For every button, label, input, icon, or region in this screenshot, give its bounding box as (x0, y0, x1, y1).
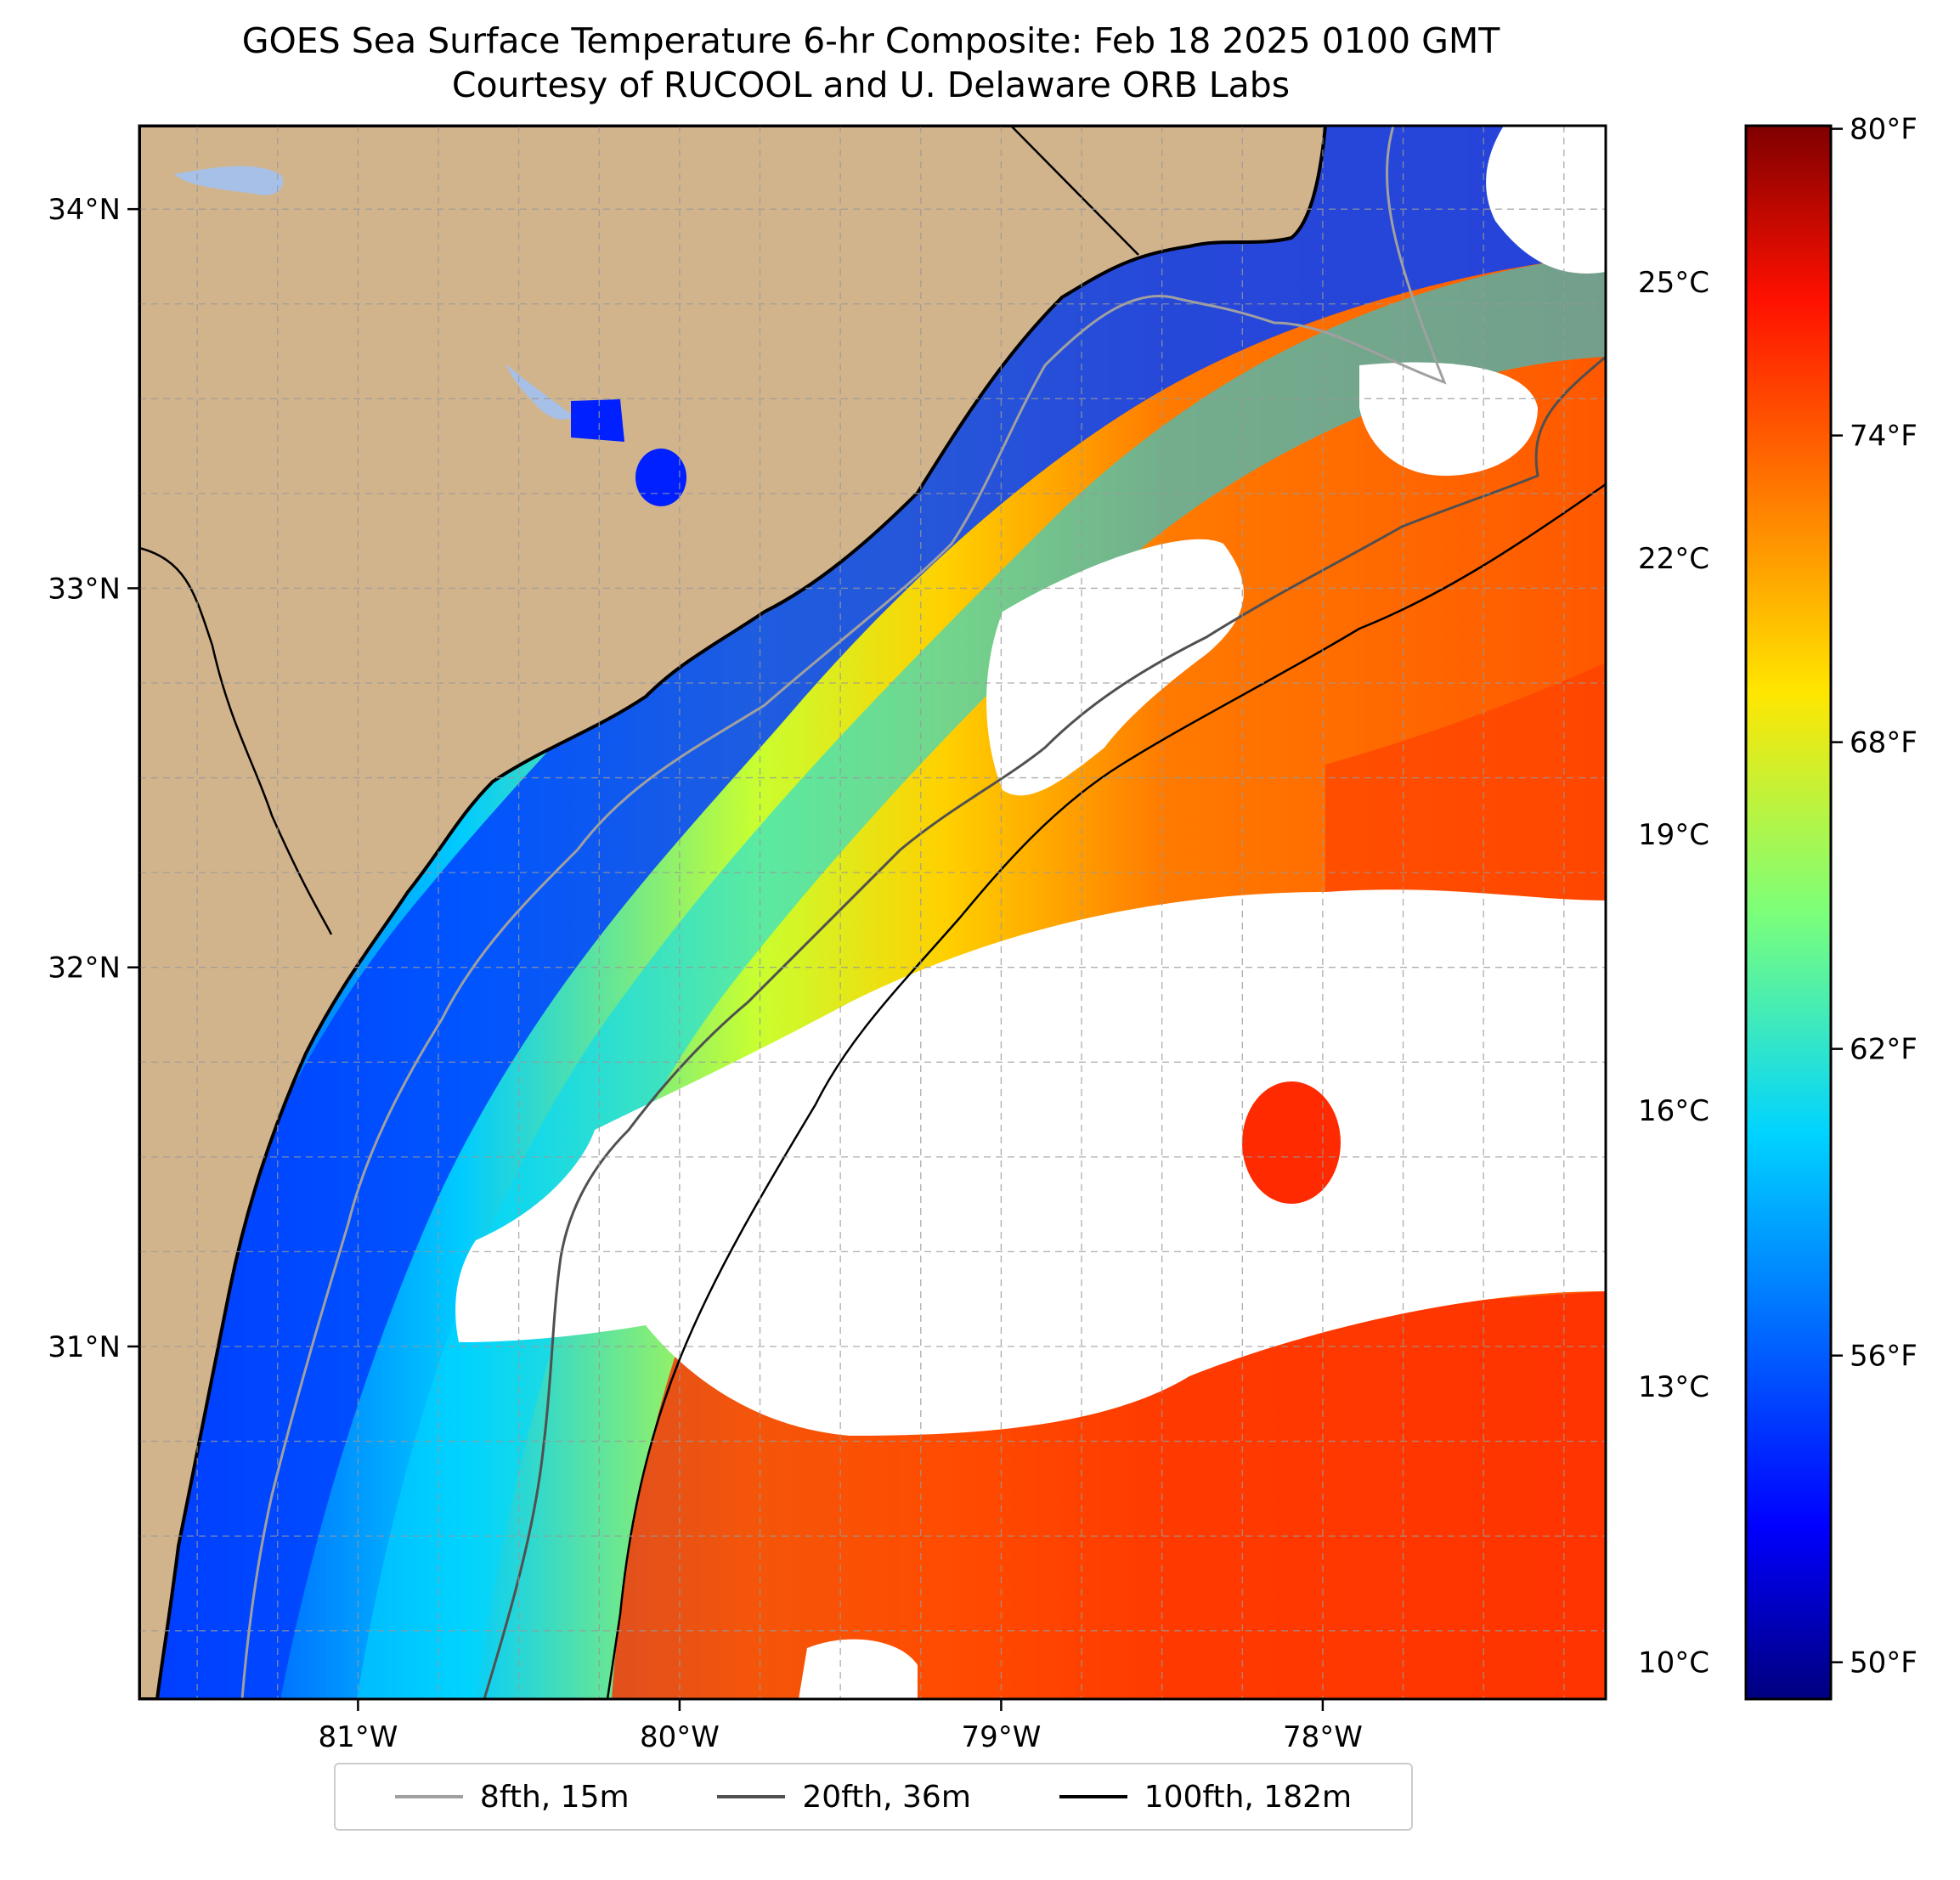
colorbar (1744, 124, 1833, 1701)
title-line-2: Courtesy of RUCOOL and U. Delaware ORB L… (451, 65, 1291, 105)
isobath-legend: 8fth, 15m 20fth, 36m 100fth, 182m (334, 1763, 1413, 1831)
x-tick-label: 78°W (1283, 1720, 1363, 1754)
no-data-mask-northeast (1359, 362, 1538, 476)
inland-lake (174, 166, 284, 195)
warm-water-east (1325, 663, 1606, 925)
no-data-mask-bottom (799, 1639, 918, 1699)
inland-lake-moultrie (571, 399, 624, 442)
colorbar-celsius-label: 22°C (1638, 542, 1709, 576)
colorbar-fahrenheit-label: 80°F (1850, 113, 1918, 147)
colorbar-celsius-axis: 10°C 13°C 16°C 19°C 22°C 25°C (1638, 266, 1709, 1680)
colorbar-fahrenheit-label: 50°F (1850, 1646, 1918, 1680)
y-axis: 31°N 32°N 33°N 34°N (48, 193, 139, 1364)
colorbar-fahrenheit-label: 56°F (1850, 1340, 1918, 1374)
colorbar-fahrenheit-label: 74°F (1850, 420, 1918, 454)
colorbar-fahrenheit-label: 62°F (1850, 1033, 1918, 1067)
colorbar-fahrenheit-label: 68°F (1850, 726, 1918, 760)
isobath-20fth (483, 355, 1606, 1699)
y-tick-label: 31°N (48, 1330, 121, 1364)
inland-lake-marion (506, 364, 573, 420)
warm-eddy (1242, 1081, 1341, 1204)
colorbar-celsius-label: 19°C (1638, 818, 1709, 852)
map-frame (138, 124, 1607, 1701)
legend-item-20fth: 20fth, 36m (717, 1780, 971, 1815)
legend-label-8fth: 8fth, 15m (479, 1779, 630, 1815)
state-border (139, 126, 1139, 935)
legend-swatch-100fth (1059, 1795, 1127, 1798)
y-tick-label: 33°N (48, 572, 121, 606)
x-tick-label: 81°W (318, 1720, 398, 1754)
isobath-100fth (606, 483, 1606, 1699)
colorbar-celsius-label: 13°C (1638, 1370, 1709, 1404)
legend-item-8fth: 8fth, 15m (394, 1779, 630, 1815)
isobath-8fth (240, 126, 1447, 1699)
y-tick-label: 32°N (48, 951, 121, 985)
x-tick-label: 80°W (640, 1720, 720, 1754)
title-line-1: GOES Sea Surface Temperature 6-hr Compos… (241, 20, 1500, 61)
y-tick-label: 34°N (48, 193, 121, 227)
legend-swatch-8fth (394, 1795, 463, 1798)
x-axis: 81°W 80°W 79°W 78°W (318, 1699, 1363, 1754)
no-data-mask-north (986, 539, 1244, 796)
legend-label-100fth: 100fth, 182m (1144, 1779, 1353, 1815)
inland-lake-3 (635, 449, 686, 506)
legend-label-20fth: 20fth, 36m (802, 1779, 971, 1815)
cyan-water-band (357, 255, 1606, 1699)
colorbar-celsius-label: 16°C (1638, 1094, 1709, 1128)
no-data-mask-topright (1486, 126, 1606, 274)
colorbar-celsius-label: 10°C (1638, 1646, 1709, 1680)
legend-swatch-20fth (717, 1795, 786, 1798)
colorbar-celsius-label: 25°C (1638, 266, 1709, 300)
x-tick-label: 79°W (961, 1720, 1041, 1754)
colorbar-fahrenheit-axis: 50°F 56°F 62°F 68°F 74°F 80°F (1831, 113, 1918, 1680)
land-mass (139, 126, 1328, 1699)
map-grid (139, 126, 1606, 1699)
legend-item-100fth: 100fth, 182m (1059, 1780, 1352, 1815)
no-data-mask-central (455, 889, 1606, 1436)
chart-title: GOES Sea Surface Temperature 6-hr Compos… (0, 19, 1742, 107)
